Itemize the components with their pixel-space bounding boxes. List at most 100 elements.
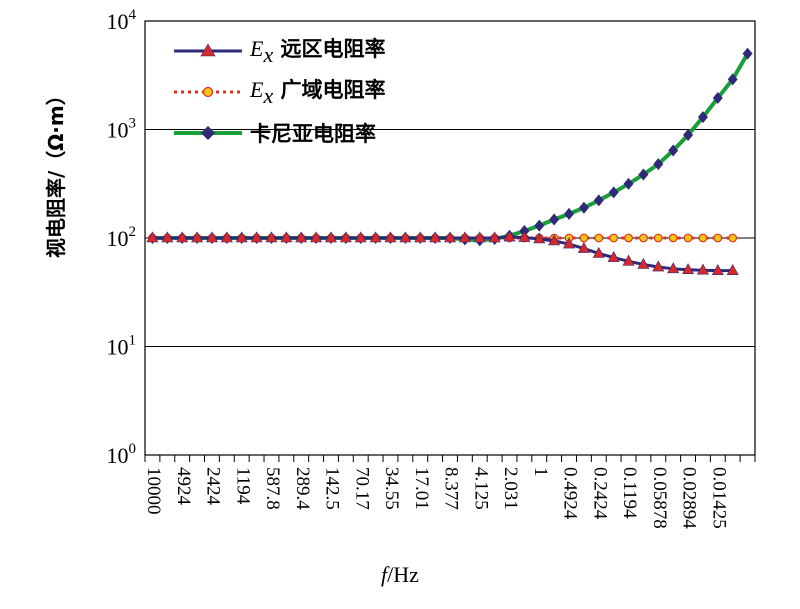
data-point	[713, 233, 723, 243]
data-point	[697, 111, 708, 124]
x-tick-label: 10000	[143, 467, 164, 515]
data-point	[295, 231, 308, 243]
series-layer	[146, 47, 753, 275]
data-point	[564, 207, 575, 220]
data-point	[593, 194, 604, 207]
x-tick-label: 0.1194	[619, 467, 640, 519]
data-point	[727, 73, 738, 86]
data-point	[711, 264, 724, 275]
legend-var: E	[250, 36, 264, 62]
data-point	[698, 233, 708, 243]
data-point	[653, 158, 664, 171]
data-point	[473, 231, 486, 243]
data-point	[503, 230, 516, 242]
y-tick-label: 102	[107, 224, 137, 251]
data-point	[354, 231, 367, 243]
x-axis-unit: /Hz	[387, 562, 419, 587]
data-point	[624, 233, 633, 243]
data-point	[726, 264, 739, 275]
data-point	[384, 231, 397, 243]
y-tick-labels: 100 101 102 103 104	[107, 7, 137, 468]
legend-label: 卡尼亚电阻率	[250, 121, 376, 146]
data-point	[609, 233, 619, 243]
x-tick-label: 587.8	[262, 467, 283, 510]
data-point	[549, 213, 560, 226]
legend-item-cagniard: 卡尼亚电阻率	[172, 112, 386, 153]
data-point	[622, 254, 635, 266]
data-point	[639, 233, 648, 243]
x-tick-label: 34.55	[381, 467, 402, 510]
data-point	[594, 233, 604, 243]
x-tick-label: 0.05878	[649, 467, 670, 529]
data-point	[458, 231, 471, 243]
series-0	[146, 230, 739, 275]
data-point	[742, 47, 753, 60]
x-tick-label: 289.4	[292, 467, 313, 510]
data-point	[265, 231, 278, 243]
data-point	[683, 128, 694, 141]
x-tick-label: 0.2424	[589, 467, 610, 520]
x-tick-label: 17.01	[411, 467, 432, 510]
legend-item-ex-wide-field: Ex 广域电阻率	[172, 71, 386, 112]
legend-label: 广域电阻率	[280, 78, 386, 103]
x-tick-label: 4924	[173, 467, 194, 506]
data-point	[176, 231, 189, 243]
data-point	[696, 263, 709, 275]
x-tick-labels: 10000 4924 2424 1194 587.8 289.4 142.5 70.17 34.…	[143, 467, 729, 529]
data-point	[205, 231, 218, 243]
data-point	[146, 231, 159, 243]
data-point	[683, 233, 693, 243]
data-point	[728, 233, 738, 243]
x-tick-label: 70.17	[351, 467, 372, 510]
data-point	[637, 257, 650, 269]
x-axis-ticks	[144, 455, 756, 462]
legend-sub: x	[263, 41, 274, 67]
legend-item-ex-far-field: Ex 远区电阻率	[172, 30, 386, 71]
x-tick-label: 1	[530, 467, 551, 477]
data-point	[638, 168, 649, 181]
data-point	[220, 231, 233, 243]
y-tick-label: 103	[107, 116, 137, 143]
data-point	[518, 230, 531, 242]
data-point	[579, 233, 589, 243]
y-tick-label: 104	[107, 7, 137, 34]
data-point	[399, 231, 412, 243]
data-point	[652, 260, 665, 272]
data-point	[592, 246, 605, 258]
data-point	[250, 231, 263, 243]
legend: Ex 远区电阻率 Ex 广域电阻率 卡尼亚电阻率	[172, 30, 386, 153]
legend-swatch-circle	[174, 86, 242, 97]
data-point	[429, 231, 442, 243]
x-tick-label: 2424	[203, 467, 224, 506]
legend-swatch-triangle	[174, 42, 242, 56]
x-tick-label: 4.125	[470, 467, 491, 510]
data-point	[578, 201, 589, 214]
data-point	[161, 231, 174, 243]
data-point	[191, 231, 204, 243]
x-tick-label: 0.01425	[708, 467, 729, 529]
data-point	[668, 144, 679, 157]
x-tick-label: 0.02894	[679, 467, 700, 529]
y-tick-label: 100	[107, 441, 137, 468]
data-point	[667, 262, 680, 274]
y-tick-label: 101	[107, 333, 137, 360]
legend-swatch-diamond	[174, 125, 242, 140]
data-point	[369, 231, 382, 243]
x-tick-label: 0.4924	[560, 467, 581, 520]
data-point	[534, 219, 545, 232]
data-point	[548, 234, 561, 246]
data-point	[443, 231, 457, 243]
data-point	[280, 231, 293, 243]
plot-area-frame	[144, 20, 756, 456]
data-point	[607, 250, 620, 262]
data-point	[668, 233, 678, 243]
x-tick-label: 142.5	[322, 467, 343, 510]
data-point	[324, 231, 337, 243]
y-axis-label: 视电阻率/（Ω·m）	[44, 85, 68, 258]
data-point	[310, 231, 323, 243]
x-axis-variable: f	[381, 562, 388, 587]
data-point	[682, 263, 695, 275]
legend-label: 远区电阻率	[280, 37, 386, 62]
data-point	[235, 231, 248, 243]
